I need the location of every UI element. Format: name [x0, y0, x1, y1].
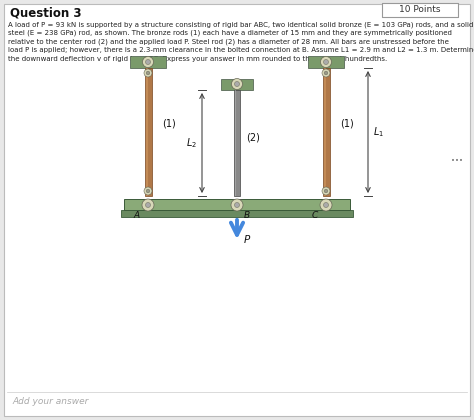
Circle shape — [235, 202, 239, 207]
Bar — [235, 90, 237, 196]
Text: B: B — [244, 211, 250, 220]
Bar — [146, 68, 148, 196]
Text: load P is applied; however, there is a 2.3-mm clearance in the bolted connection: load P is applied; however, there is a 2… — [8, 47, 474, 53]
Bar — [121, 210, 353, 217]
Bar — [234, 90, 240, 196]
Bar — [382, 3, 458, 17]
Text: the downward deflection v of rigid bar ABC. Express your answer in mm rounded to: the downward deflection v of rigid bar A… — [8, 56, 387, 62]
Text: $L_2$: $L_2$ — [186, 136, 197, 150]
Circle shape — [146, 202, 151, 207]
Circle shape — [142, 199, 154, 211]
Circle shape — [143, 57, 154, 68]
Bar — [124, 199, 350, 210]
Text: Add your answer: Add your answer — [12, 397, 88, 406]
Circle shape — [320, 57, 331, 68]
Circle shape — [323, 60, 328, 65]
Text: steel (E = 238 GPa) rod, as shown. The bronze rods (1) each have a diameter of 1: steel (E = 238 GPa) rod, as shown. The b… — [8, 30, 452, 36]
Text: (1): (1) — [340, 119, 354, 129]
Circle shape — [146, 189, 150, 193]
Text: $L_1$: $L_1$ — [373, 125, 384, 139]
Text: Question 3: Question 3 — [10, 7, 82, 20]
Text: (1): (1) — [162, 119, 176, 129]
Bar — [145, 68, 152, 196]
Text: P: P — [244, 235, 250, 245]
Text: relative to the center rod (2) and the applied load P. Steel rod (2) has a diame: relative to the center rod (2) and the a… — [8, 39, 449, 45]
Circle shape — [231, 199, 243, 211]
Circle shape — [146, 60, 151, 65]
Circle shape — [323, 202, 328, 207]
Bar — [221, 79, 253, 90]
Circle shape — [235, 81, 239, 87]
Circle shape — [320, 199, 332, 211]
Bar — [324, 68, 326, 196]
Bar — [308, 56, 344, 68]
Circle shape — [322, 69, 330, 77]
Circle shape — [324, 71, 328, 75]
Circle shape — [144, 69, 152, 77]
Circle shape — [231, 79, 243, 89]
Text: 10 Points: 10 Points — [399, 5, 441, 15]
Text: C: C — [312, 211, 318, 220]
Circle shape — [144, 187, 152, 195]
Circle shape — [324, 189, 328, 193]
Bar — [323, 68, 330, 196]
Text: •••: ••• — [451, 158, 463, 164]
Text: A load of P = 93 kN is supported by a structure consisting of rigid bar ABC, two: A load of P = 93 kN is supported by a st… — [8, 21, 474, 27]
Text: (2): (2) — [246, 133, 260, 143]
Bar — [130, 56, 166, 68]
Text: A: A — [134, 211, 140, 220]
Circle shape — [322, 187, 330, 195]
Circle shape — [146, 71, 150, 75]
